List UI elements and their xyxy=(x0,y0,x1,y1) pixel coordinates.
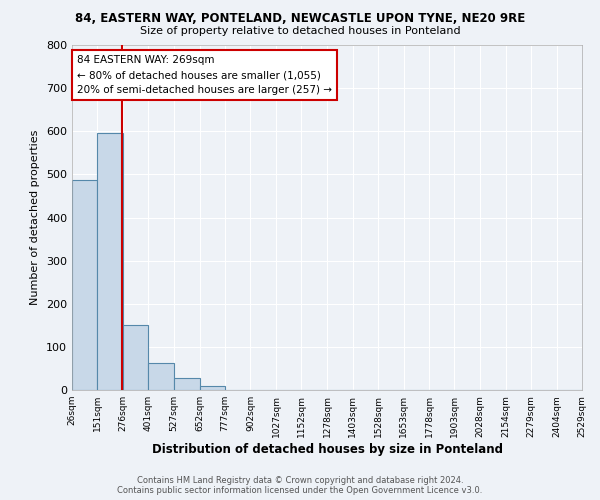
Text: Contains HM Land Registry data © Crown copyright and database right 2024.
Contai: Contains HM Land Registry data © Crown c… xyxy=(118,476,482,495)
Bar xyxy=(148,363,174,390)
Bar xyxy=(72,180,97,390)
Bar xyxy=(97,134,123,390)
Text: Size of property relative to detached houses in Ponteland: Size of property relative to detached ho… xyxy=(140,26,460,36)
Text: 84, EASTERN WAY, PONTELAND, NEWCASTLE UPON TYNE, NE20 9RE: 84, EASTERN WAY, PONTELAND, NEWCASTLE UP… xyxy=(75,12,525,26)
X-axis label: Distribution of detached houses by size in Ponteland: Distribution of detached houses by size … xyxy=(151,442,503,456)
Bar xyxy=(200,386,225,390)
Y-axis label: Number of detached properties: Number of detached properties xyxy=(31,130,40,305)
Text: 84 EASTERN WAY: 269sqm
← 80% of detached houses are smaller (1,055)
20% of semi-: 84 EASTERN WAY: 269sqm ← 80% of detached… xyxy=(77,56,332,95)
Bar xyxy=(174,378,200,390)
Bar xyxy=(123,326,148,390)
